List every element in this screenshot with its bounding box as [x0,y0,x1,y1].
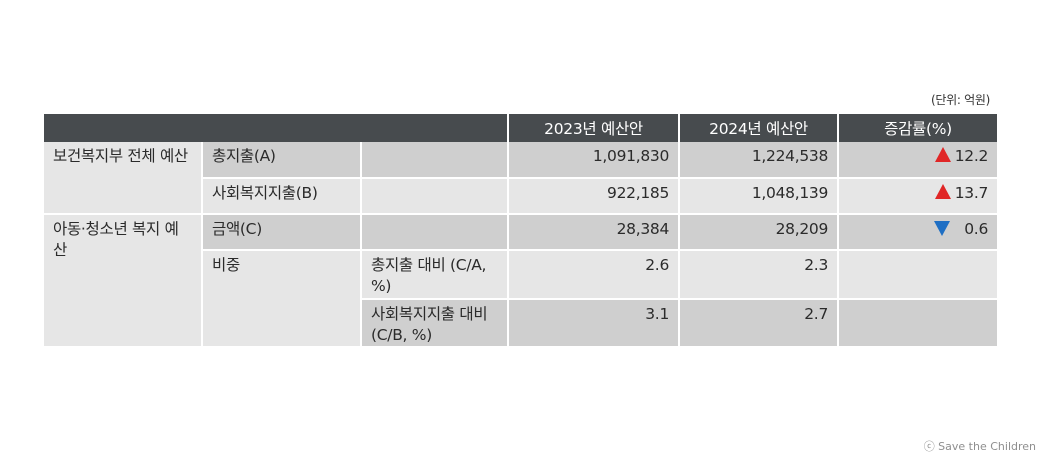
header-blank [44,114,510,142]
table-row: 사회복지지출 대비(C/B, %) 3.1 2.7 [44,299,998,348]
row-label-amount: 금액(C) [202,214,362,251]
unit-note: (단위: 억원) [931,93,990,107]
row-label-ratio-total: 총지출 대비 (C/A, %) [361,250,510,300]
empty-cell [361,214,510,251]
change-amount-value: 0.6 [964,220,989,238]
table-row: 아동·청소년 복지 예산 금액(C) 28,384 28,209 0.6 [44,214,998,348]
triangle-up-icon [934,184,951,199]
header-2023: 2023년 예산안 [508,114,681,142]
table-row: 사회복지지출(B) 922,185 1,048,139 13.7 [44,178,998,215]
value-ratio-total-2024: 2.3 [679,250,840,300]
empty-cell [361,178,510,215]
group-child: 아동·청소년 복지 예산 [44,214,203,348]
table-row: 비중 총지출 대비 (C/A, %) 2.6 2.3 [44,250,998,348]
change-total-value: 12.2 [954,147,989,165]
header-2024: 2024년 예산안 [679,114,840,142]
table-row: 보건복지부 전체 예산 총지출(A) 1,091,830 1,224,538 1… [44,142,998,215]
row-label-ratio-welfare: 사회복지지출 대비(C/B, %) [361,299,510,348]
triangle-up-icon [934,147,951,162]
empty-cell [838,250,998,300]
table-header-row: 2023년 예산안 2024년 예산안 증감률(%) [44,114,998,142]
value-total-2024: 1,224,538 [679,142,840,179]
triangle-down-icon [934,221,951,236]
row-label-welfare: 사회복지지출(B) [202,178,362,215]
value-welfare-2024: 1,048,139 [679,178,840,215]
value-total-2023: 1,091,830 [508,142,681,179]
empty-cell [361,142,510,179]
change-welfare: 13.7 [838,178,998,215]
copyright-note: ⓒ Save the Children [923,440,1036,453]
value-amount-2023: 28,384 [508,214,681,251]
header-change: 증감률(%) [838,114,998,142]
change-amount: 0.6 [838,214,998,251]
row-label-total: 총지출(A) [202,142,362,179]
value-ratio-welfare-2023: 3.1 [508,299,681,348]
change-total: 12.2 [838,142,998,179]
empty-cell [838,299,998,348]
ratio-label: 비중 [202,250,362,348]
budget-table: 2023년 예산안 2024년 예산안 증감률(%) 보건복지부 전체 예산 총… [44,114,998,348]
value-welfare-2023: 922,185 [508,178,681,215]
value-ratio-total-2023: 2.6 [508,250,681,300]
change-welfare-value: 13.7 [954,184,989,202]
value-amount-2024: 28,209 [679,214,840,251]
group-mohw: 보건복지부 전체 예산 [44,142,203,215]
value-ratio-welfare-2024: 2.7 [679,299,840,348]
